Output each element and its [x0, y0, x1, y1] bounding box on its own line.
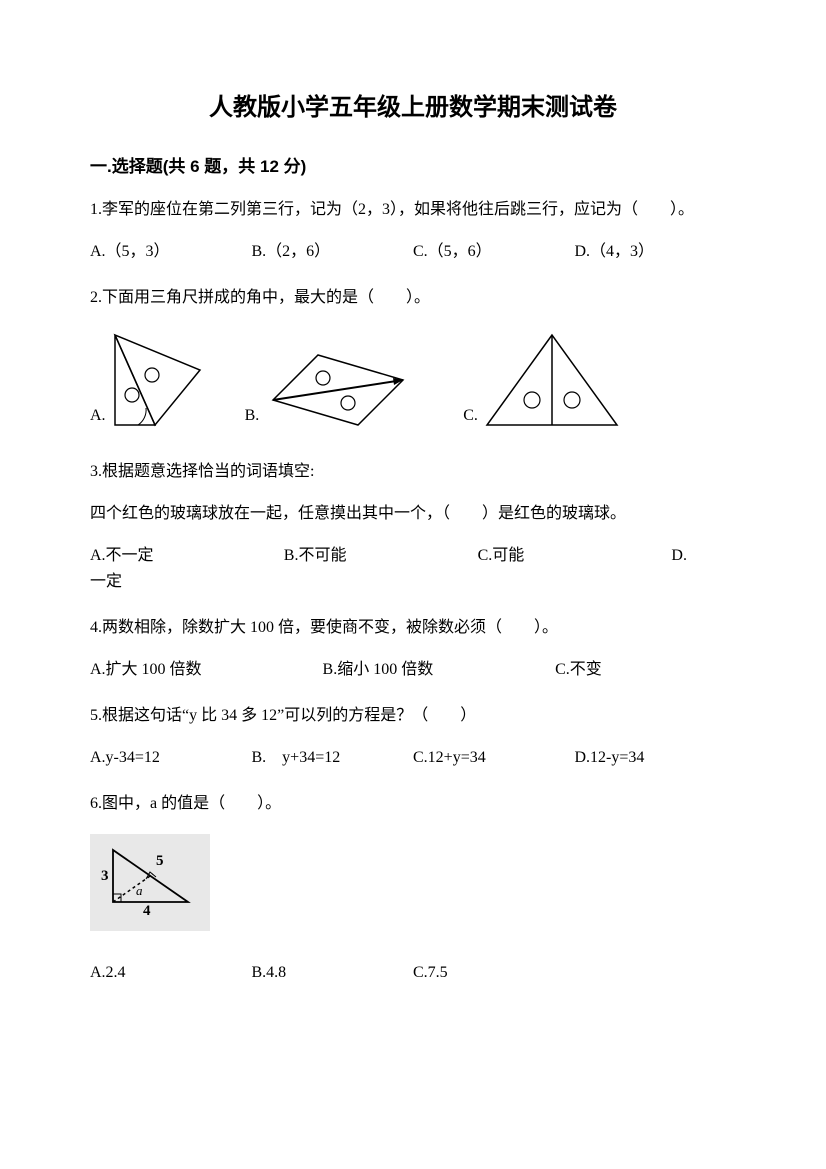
q2-figure-a	[110, 330, 205, 430]
q3-opt-d: D.	[671, 544, 736, 568]
q6-opt-b: B.4.8	[252, 961, 414, 985]
q1-opt-b: B.（2，6）	[252, 240, 414, 264]
q1-options: A.（5，3） B.（2，6） C.（5，6） D.（4，3）	[90, 240, 736, 264]
svg-text:a: a	[136, 883, 143, 898]
q2-figure-c	[482, 330, 622, 430]
page-title: 人教版小学五年级上册数学期末测试卷	[90, 90, 736, 126]
q2-figures: A. B. C.	[90, 330, 736, 430]
q3-text2: 四个红色的玻璃球放在一起，任意摸出其中一个，（ ）是红色的玻璃球。	[90, 502, 736, 526]
q6-opt-a: A.2.4	[90, 961, 252, 985]
q6-options: A.2.4 B.4.8 C.7.5	[90, 961, 736, 985]
q1-opt-a: A.（5，3）	[90, 240, 252, 264]
q3-text1: 3.根据题意选择恰当的词语填空:	[90, 460, 736, 484]
q3-opt-c: C.可能	[478, 544, 672, 568]
q6-figure-container: 3 5 a 4	[90, 834, 736, 931]
question-5: 5.根据这句话“y 比 34 多 12”可以列的方程是？（ ） A.y-34=1…	[90, 704, 736, 770]
question-6: 6.图中，a 的值是（ ）。 3 5 a 4 A.2.4 B.4.8 C.7.5	[90, 792, 736, 985]
question-1: 1.李军的座位在第二列第三行，记为（2，3），如果将他往后跳三行，应记为（ ）。…	[90, 198, 736, 264]
q2-figure-b	[263, 345, 413, 430]
q2-text: 2.下面用三角尺拼成的角中，最大的是（ ）。	[90, 286, 736, 310]
q1-text: 1.李军的座位在第二列第三行，记为（2，3），如果将他往后跳三行，应记为（ ）。	[90, 198, 736, 222]
question-2: 2.下面用三角尺拼成的角中，最大的是（ ）。 A. B. C.	[90, 286, 736, 430]
q5-opt-a: A.y-34=12	[90, 746, 252, 770]
q4-opt-a: A.扩大 100 倍数	[90, 658, 323, 682]
q5-opt-d: D.12-y=34	[575, 746, 737, 770]
q3-opt-a: A.不一定	[90, 544, 284, 568]
q2-opt-b-label: B.	[245, 404, 260, 430]
question-4: 4.两数相除，除数扩大 100 倍，要使商不变，被除数必须（ ）。 A.扩大 1…	[90, 616, 736, 682]
q6-text: 6.图中，a 的值是（ ）。	[90, 792, 736, 816]
q5-text: 5.根据这句话“y 比 34 多 12”可以列的方程是？（ ）	[90, 704, 736, 728]
section-header: 一.选择题(共 6 题，共 12 分)	[90, 154, 736, 180]
q5-opt-b: B. y+34=12	[252, 746, 414, 770]
question-3: 3.根据题意选择恰当的词语填空: 四个红色的玻璃球放在一起，任意摸出其中一个，（…	[90, 460, 736, 594]
q5-opt-c: C.12+y=34	[413, 746, 575, 770]
q4-opt-c: C.不变	[555, 658, 736, 682]
q3-options: A.不一定 B.不可能 C.可能 D.	[90, 544, 736, 568]
q3-opt-d-cont: 一定	[90, 570, 736, 594]
q4-text: 4.两数相除，除数扩大 100 倍，要使商不变，被除数必须（ ）。	[90, 616, 736, 640]
svg-text:3: 3	[101, 868, 109, 884]
q6-opt-c: C.7.5	[413, 961, 575, 985]
svg-text:4: 4	[143, 903, 151, 917]
q2-opt-c-label: C.	[463, 404, 478, 430]
q2-opt-a-label: A.	[90, 404, 106, 430]
q6-figure: 3 5 a 4	[98, 842, 198, 917]
svg-text:5: 5	[156, 853, 164, 869]
q4-opt-b: B.缩小 100 倍数	[323, 658, 556, 682]
q1-opt-d: D.（4，3）	[575, 240, 737, 264]
q5-options: A.y-34=12 B. y+34=12 C.12+y=34 D.12-y=34	[90, 746, 736, 770]
q4-options: A.扩大 100 倍数 B.缩小 100 倍数 C.不变	[90, 658, 736, 682]
q3-opt-b: B.不可能	[284, 544, 478, 568]
q1-opt-c: C.（5，6）	[413, 240, 575, 264]
